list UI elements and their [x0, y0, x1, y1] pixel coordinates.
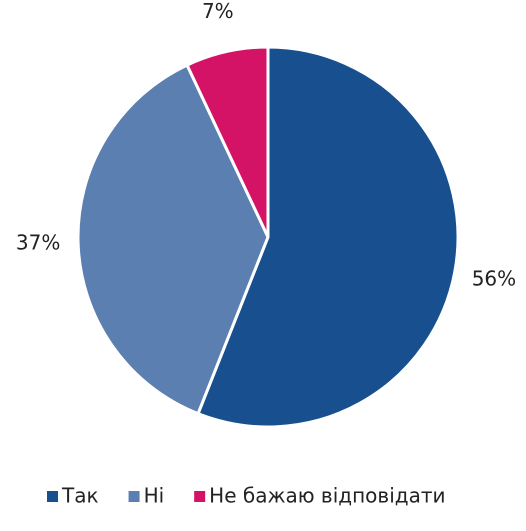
data-label: 37% — [16, 231, 60, 255]
legend-swatch — [47, 491, 58, 502]
legend-swatch — [128, 491, 140, 502]
legend-label: Не бажаю відповідати — [209, 484, 445, 508]
legend-label: Ні — [144, 484, 165, 508]
legend-swatch — [194, 491, 206, 502]
pie-slice — [76, 63, 270, 416]
pie-slice — [196, 45, 460, 429]
legend-label: Так — [61, 484, 99, 508]
data-label: 56% — [472, 267, 516, 291]
data-label: 7% — [202, 0, 234, 23]
pie-slice — [185, 45, 270, 238]
